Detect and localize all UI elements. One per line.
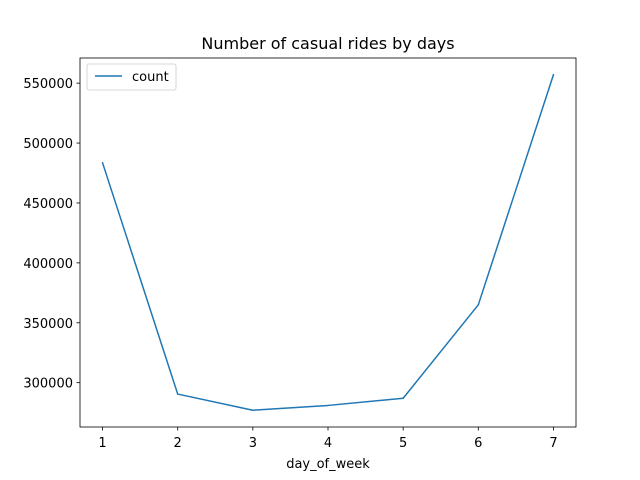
y-axis-ticks: 300000 350000 400000 450000 500000 550000 bbox=[23, 77, 80, 392]
legend: count bbox=[86, 63, 177, 91]
y-tick-label: 500000 bbox=[23, 137, 73, 152]
x-tick-label: 1 bbox=[98, 436, 106, 451]
plot-series bbox=[101, 73, 555, 412]
y-tick-label: 450000 bbox=[23, 197, 73, 212]
legend-label: count bbox=[132, 70, 169, 85]
chart-title: Number of casual rides by days bbox=[201, 34, 454, 53]
x-tick-label: 4 bbox=[324, 436, 332, 451]
y-tick-label: 550000 bbox=[23, 77, 73, 92]
data-point bbox=[101, 162, 104, 164]
x-tick-label: 6 bbox=[474, 436, 482, 451]
data-point bbox=[252, 409, 254, 412]
x-axis-label: day_of_week bbox=[286, 457, 370, 472]
y-tick-label: 400000 bbox=[23, 257, 73, 272]
x-tick-label: 7 bbox=[549, 436, 557, 451]
data-point bbox=[477, 303, 480, 306]
x-tick-label: 5 bbox=[399, 436, 407, 451]
data-point bbox=[402, 397, 404, 400]
x-axis-ticks: 1 2 3 4 5 6 7 bbox=[98, 427, 558, 451]
x-tick-label: 2 bbox=[174, 436, 182, 451]
data-point bbox=[552, 73, 555, 76]
data-point bbox=[327, 404, 329, 407]
data-point bbox=[176, 393, 179, 395]
y-tick-label: 350000 bbox=[23, 317, 73, 332]
y-tick-label: 300000 bbox=[23, 377, 73, 392]
x-tick-label: 3 bbox=[249, 436, 257, 451]
legend-box bbox=[86, 63, 177, 91]
plot-frame bbox=[79, 57, 577, 428]
